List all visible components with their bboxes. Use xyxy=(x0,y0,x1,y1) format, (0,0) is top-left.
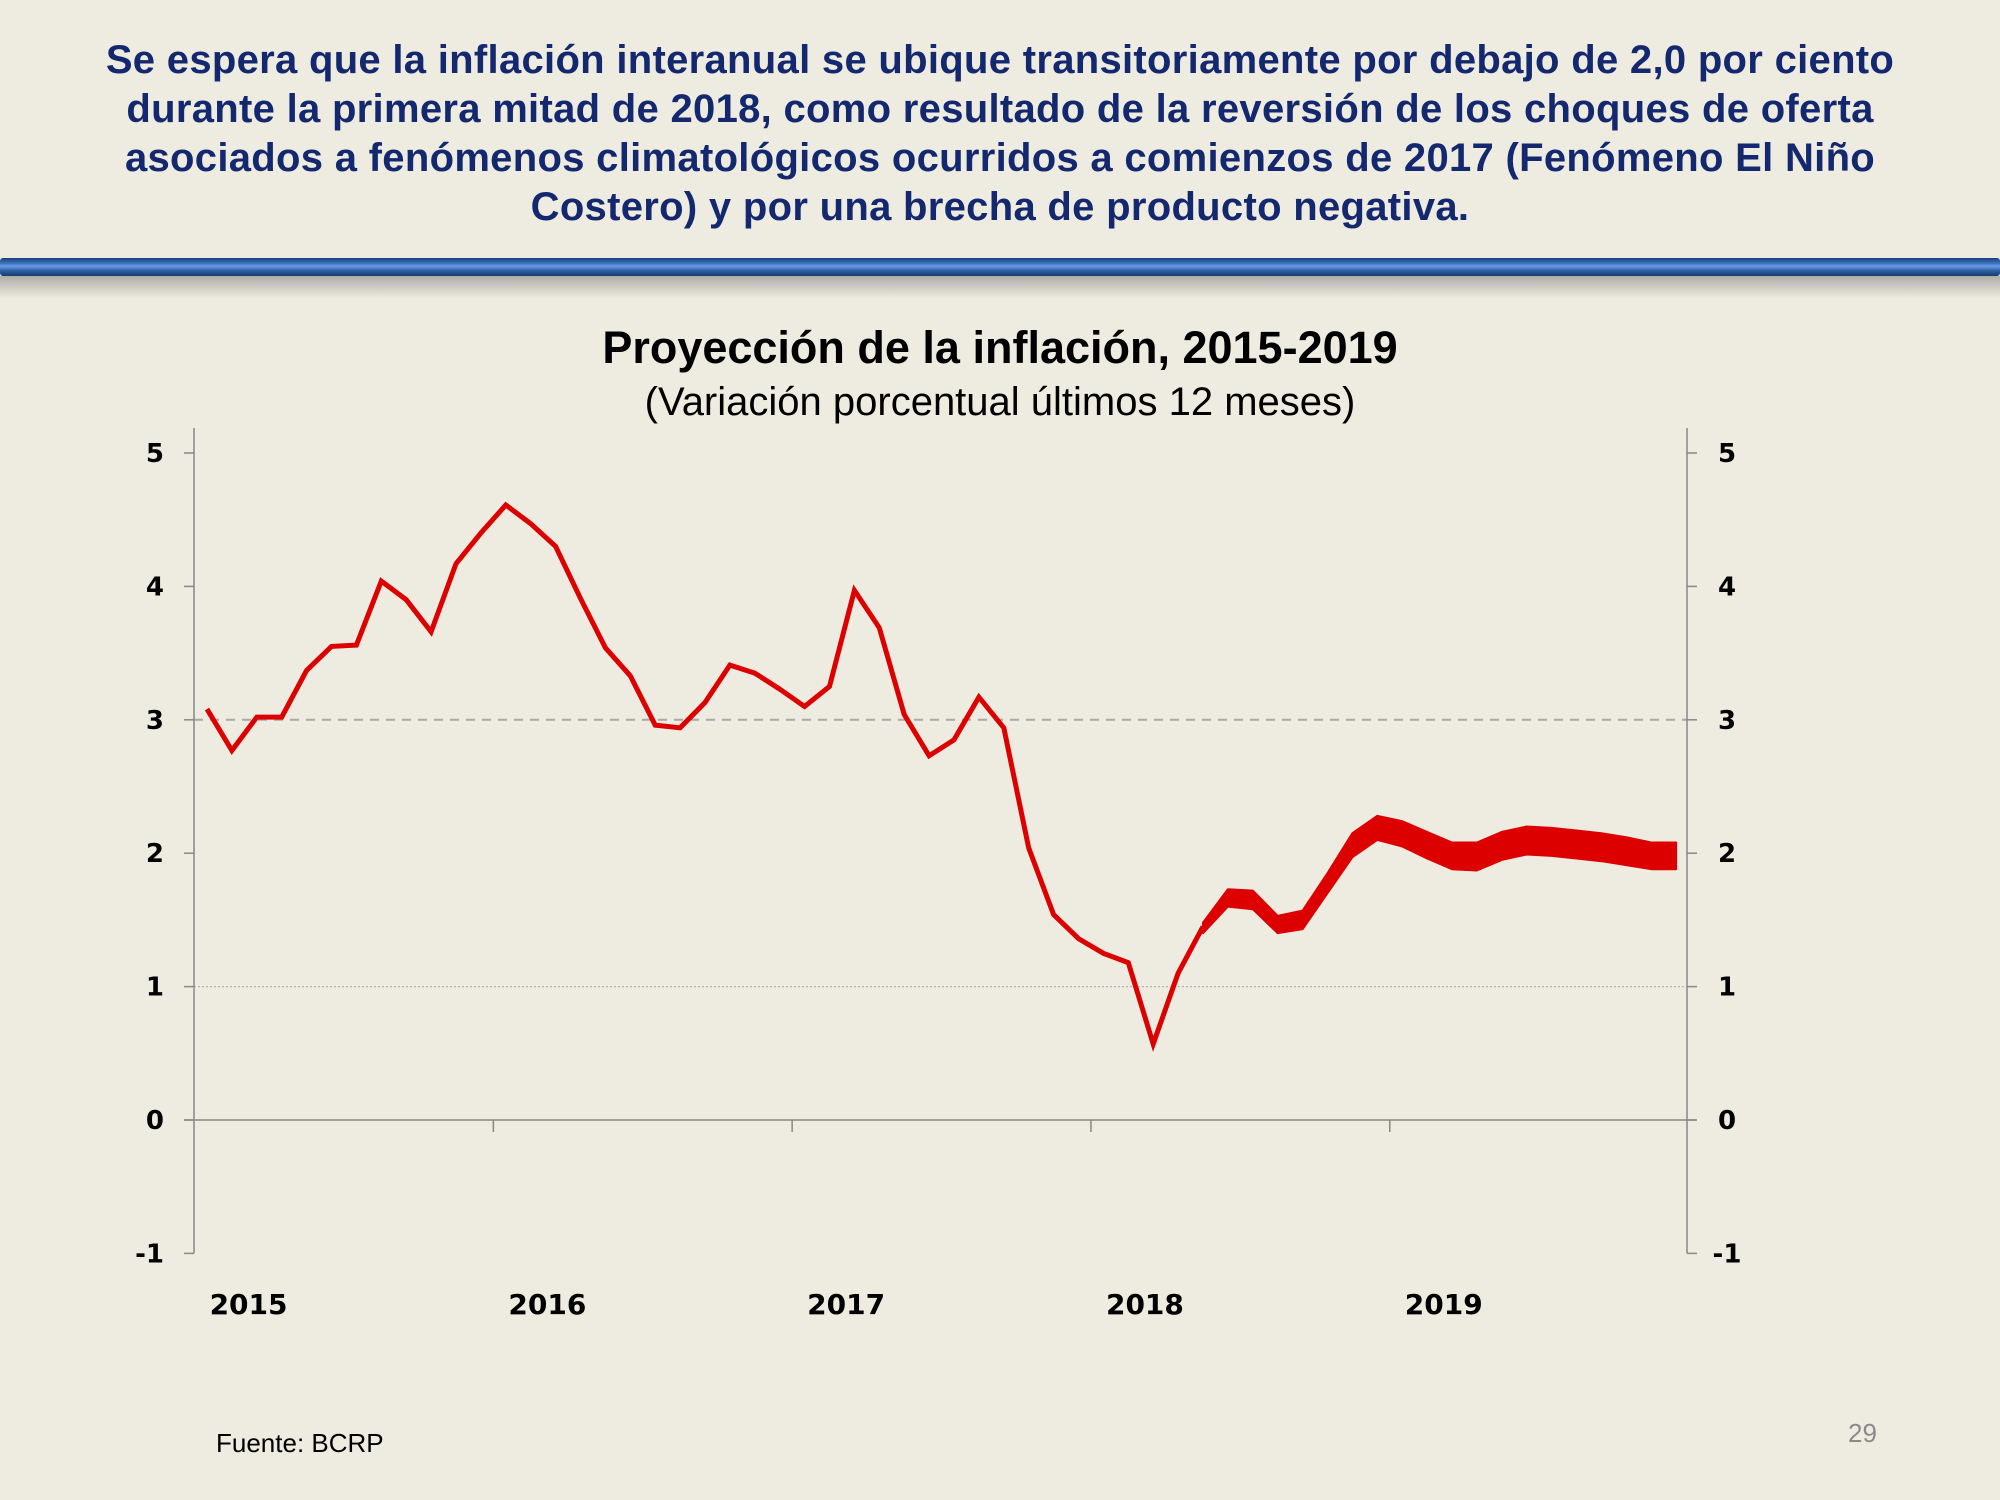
x-tick-label: 2016 xyxy=(508,1288,586,1321)
y-tick-label-right: 2 xyxy=(1718,839,1736,869)
projection-band xyxy=(1202,814,1678,935)
x-tick-label: 2017 xyxy=(807,1288,885,1321)
source-note: Fuente: BCRP xyxy=(216,1428,384,1458)
page-number: 29 xyxy=(1848,1418,1877,1448)
x-tick-label: 2018 xyxy=(1106,1288,1184,1321)
y-tick-label-left: 2 xyxy=(146,839,164,869)
y-tick-label-left: 3 xyxy=(146,706,164,736)
y-tick-label-right: 3 xyxy=(1718,706,1736,736)
y-tick-label-right: -1 xyxy=(1713,1239,1742,1269)
y-tick-label-left: 5 xyxy=(146,439,164,469)
header-divider-bar xyxy=(0,258,2000,276)
y-tick-label-left: -1 xyxy=(135,1239,164,1269)
chart-title: Proyección de la inflación, 2015-2019 xyxy=(602,322,1398,373)
slide-headline: Se espera que la inflación interanual se… xyxy=(105,38,1895,229)
y-tick-label-right: 0 xyxy=(1718,1106,1736,1136)
x-tick-label: 2015 xyxy=(210,1288,288,1321)
y-tick-label-left: 1 xyxy=(146,973,164,1003)
y-tick-label-right: 1 xyxy=(1718,973,1736,1003)
chart-subtitle: (Variación porcentual últimos 12 meses) xyxy=(644,380,1356,424)
observed-inflation-line xyxy=(204,501,1206,1053)
x-tick-label: 2019 xyxy=(1405,1288,1483,1321)
y-tick-label-left: 4 xyxy=(146,572,164,602)
y-tick-label-right: 5 xyxy=(1718,439,1736,469)
header-divider-shadow xyxy=(0,276,2000,298)
y-tick-label-right: 4 xyxy=(1718,572,1736,602)
y-tick-label-left: 0 xyxy=(146,1106,164,1136)
